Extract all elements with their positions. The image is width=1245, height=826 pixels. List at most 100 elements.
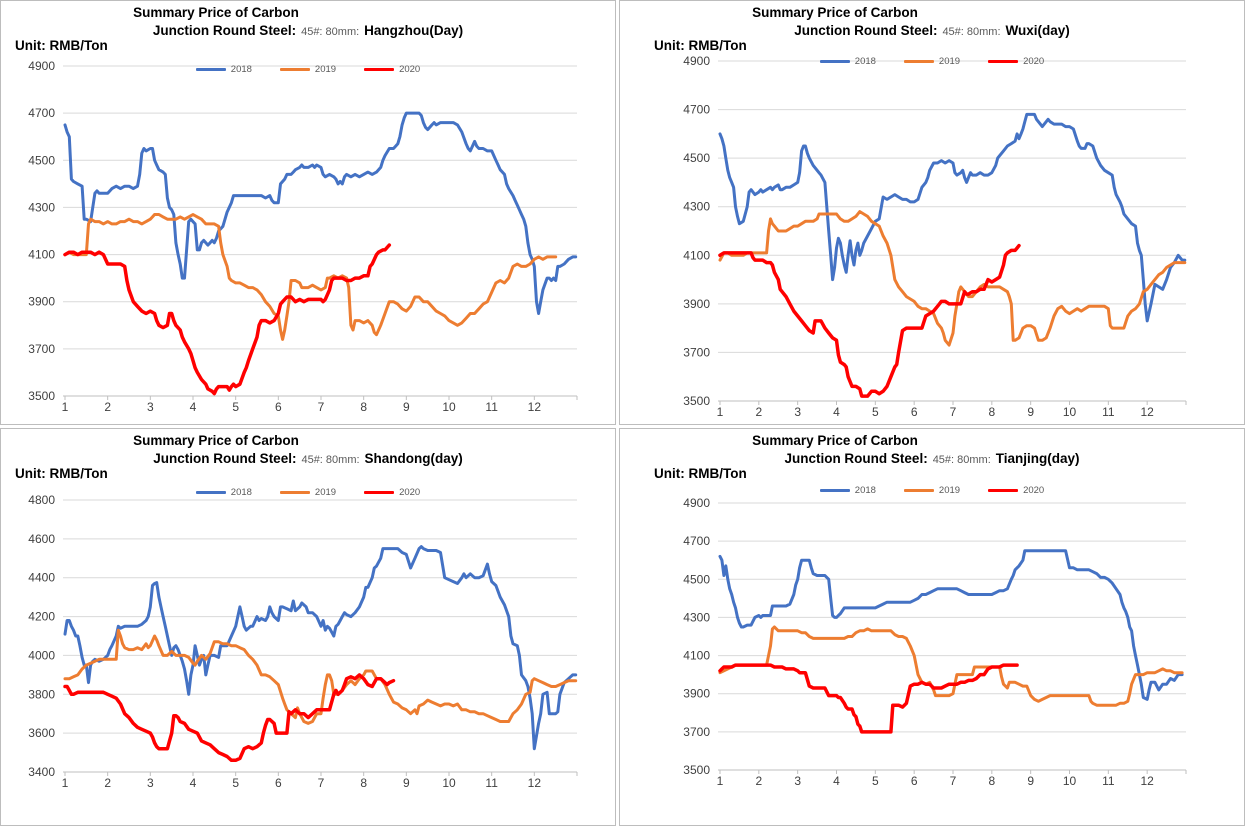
x-axis-tick-label: 7: [950, 774, 957, 788]
x-axis-tick-label: 3: [794, 774, 801, 788]
y-axis-tick-label: 3400: [28, 765, 55, 779]
y-axis-tick-label: 4700: [683, 534, 710, 548]
y-axis-tick-label: 4900: [683, 496, 710, 510]
x-axis-tick-label: 12: [1140, 405, 1154, 419]
y-axis-tick-label: 4800: [28, 493, 55, 507]
x-axis-tick-label: 5: [872, 774, 879, 788]
legend-label: 2019: [938, 56, 961, 67]
legend-item-2018: 2018: [195, 64, 252, 75]
legend-swatch-2018: [195, 491, 226, 494]
legend-item-2020: 2020: [364, 64, 420, 75]
legend-swatch-2018: [819, 60, 850, 63]
x-axis-tick-label: 9: [403, 400, 410, 414]
series-line-2019: [63, 213, 558, 341]
x-axis-tick-label: 10: [1063, 405, 1077, 419]
x-axis-tick-label: 5: [232, 776, 239, 790]
x-axis-tick-label: 4: [833, 405, 840, 419]
legend-swatch-2018: [819, 489, 850, 492]
y-axis-tick-label: 3500: [28, 389, 55, 403]
y-axis-tick-label: 4300: [28, 200, 55, 214]
chart-subtitle-main: Junction Round Steel:: [153, 451, 297, 466]
legend-label: 2018: [230, 64, 252, 75]
x-axis-tick-label: 8: [360, 776, 367, 790]
chart-city: Shandong(day): [364, 451, 463, 466]
legend-swatch-2020: [364, 68, 395, 71]
series-line-2018: [63, 545, 578, 751]
x-axis-tick-label: 12: [528, 400, 542, 414]
x-axis-tick-label: 4: [190, 400, 197, 414]
chart-subtitle-main: Junction Round Steel:: [794, 23, 938, 38]
legend-swatch-2020: [364, 491, 395, 494]
chart-city: Wuxi(day): [1005, 23, 1070, 38]
y-axis-tick-label: 4500: [683, 572, 710, 586]
legend-label: 2019: [314, 64, 337, 75]
x-axis-tick-label: 2: [755, 774, 762, 788]
chart-title: Summary Price of Carbon: [133, 5, 299, 20]
chart-title: Summary Price of Carbon: [752, 433, 918, 448]
x-axis-tick-label: 10: [1063, 774, 1077, 788]
legend: 2018 2019 2020: [620, 485, 1244, 496]
y-axis-tick-label: 4000: [28, 648, 55, 662]
x-axis-tick-label: 6: [275, 400, 282, 414]
x-axis-tick-label: 8: [988, 774, 995, 788]
y-axis-tick-label: 3700: [683, 345, 710, 359]
x-axis-tick-label: 5: [232, 400, 239, 414]
legend-label: 2020: [1023, 56, 1045, 67]
chart-subtitle-main: Junction Round Steel:: [152, 23, 297, 38]
series-line-2020: [63, 673, 396, 763]
chart-panel-tianjing: Summary Price of Carbon Junction Round S…: [619, 428, 1245, 826]
y-axis-tick-label: 3900: [683, 297, 710, 311]
y-axis-tick-label: 3900: [683, 687, 710, 701]
legend-item-2020: 2020: [988, 485, 1044, 496]
series-line-2020: [63, 243, 392, 396]
series-line-2019: [718, 625, 1184, 707]
y-axis-tick-label: 3500: [683, 763, 710, 777]
x-axis-tick-label: 1: [62, 400, 69, 414]
legend-item-2019: 2019: [903, 485, 961, 496]
x-axis-tick-label: 11: [1102, 774, 1115, 788]
chart-panel-wuxi: Summary Price of Carbon Junction Round S…: [619, 0, 1245, 425]
legend-label: 2018: [854, 56, 876, 67]
legend-label: 2019: [314, 487, 337, 498]
legend-item-2020: 2020: [364, 487, 420, 498]
legend-swatch-2019: [279, 68, 310, 71]
y-axis-tick-label: 3700: [683, 725, 710, 739]
x-axis-tick-label: 4: [190, 776, 197, 790]
legend-swatch-2020: [988, 60, 1019, 63]
x-axis-tick-label: 10: [442, 776, 456, 790]
x-axis-tick-label: 11: [485, 400, 498, 414]
y-axis-tick-label: 4100: [683, 649, 710, 663]
x-axis-tick-label: 11: [1102, 405, 1115, 419]
y-axis-tick-label: 4400: [28, 571, 55, 585]
y-axis-tick-label: 4900: [683, 55, 710, 68]
x-axis-tick-label: 1: [717, 405, 724, 419]
x-axis-tick-label: 7: [318, 400, 325, 414]
x-axis-tick-label: 9: [403, 776, 410, 790]
legend-label: 2019: [938, 485, 961, 496]
y-axis-tick-label: 4700: [28, 106, 55, 120]
chart-city: Tianjing(day): [995, 451, 1080, 466]
y-axis-tick-label: 4200: [28, 610, 55, 624]
legend-label: 2020: [399, 487, 421, 498]
chart-subtitle-main: Junction Round Steel:: [784, 451, 928, 466]
chart-subtitle: Junction Round Steel: 45#: 80mm: Wuxi(day): [620, 22, 1244, 40]
x-axis-tick-label: 2: [104, 776, 111, 790]
x-axis-tick-label: 2: [104, 400, 111, 414]
x-axis-tick-label: 11: [485, 776, 498, 790]
x-axis-tick-label: 2: [755, 405, 762, 419]
y-axis-tick-label: 4500: [28, 153, 55, 167]
legend-swatch-2018: [195, 68, 226, 71]
legend: 2018 2019 2020: [1, 64, 615, 75]
series-line-2020: [718, 663, 1019, 734]
legend-label: 2020: [399, 64, 421, 75]
x-axis-tick-label: 9: [1027, 774, 1034, 788]
y-axis-tick-label: 4700: [683, 103, 710, 117]
chart-spec: 45#: 80mm:: [301, 26, 360, 38]
chart-spec: 45#: 80mm:: [942, 26, 1001, 38]
x-axis-tick-label: 7: [318, 776, 325, 790]
legend-item-2019: 2019: [903, 56, 961, 67]
y-axis-tick-label: 4100: [28, 248, 55, 262]
unit-label: Unit: RMB/Ton: [654, 466, 747, 481]
chart-spec: 45#: 80mm:: [932, 454, 991, 466]
